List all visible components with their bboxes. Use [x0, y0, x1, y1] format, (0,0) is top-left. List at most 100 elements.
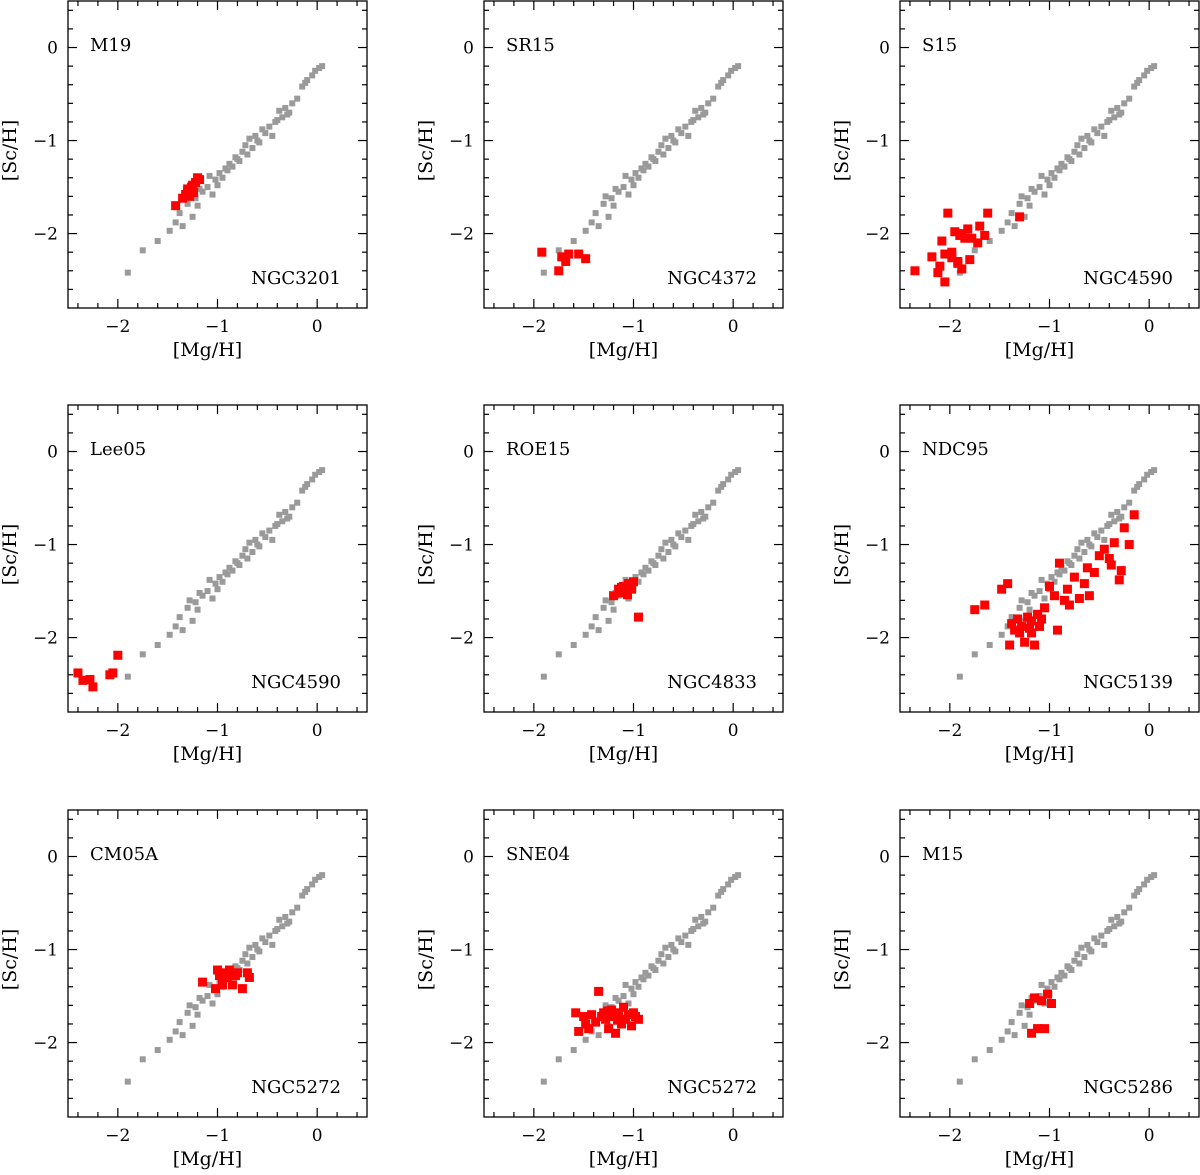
y-axis-title: [Sc/H] — [0, 929, 21, 990]
reference-point — [289, 100, 296, 107]
cluster-point — [953, 258, 963, 268]
reference-point — [259, 935, 266, 942]
cluster-point — [1084, 591, 1094, 601]
reference-point — [166, 227, 173, 234]
reference-point — [668, 132, 675, 139]
reference-point — [595, 1032, 602, 1039]
reference-point — [695, 518, 702, 525]
reference-point — [304, 481, 311, 488]
panel-m15: −2 −1 0 −2 −1 0 [Mg/H] [Sc/H] M15 NGC5286 — [831, 809, 1200, 1170]
reference-point — [234, 560, 241, 567]
reference-point — [186, 1002, 193, 1009]
reference-point — [262, 939, 269, 946]
x-axis-title: [Mg/H] — [1005, 1148, 1074, 1170]
cluster-point — [624, 1010, 634, 1020]
cluster-point — [1114, 575, 1124, 585]
reference-point — [682, 527, 689, 534]
reference-point — [728, 67, 735, 74]
reference-point — [309, 476, 316, 483]
x-axis-title: [Mg/H] — [589, 339, 658, 361]
x-tick-label: 0 — [312, 317, 323, 337]
reference-point — [1136, 77, 1143, 84]
reference-point — [1151, 467, 1158, 474]
reference-point — [212, 580, 219, 587]
reference-point — [196, 994, 203, 1001]
y-tick-label: 0 — [879, 39, 890, 59]
reference-point — [172, 219, 179, 226]
reference-point — [588, 219, 595, 226]
reference-point — [279, 923, 286, 930]
reference-point — [628, 985, 635, 992]
reference-point — [705, 909, 712, 916]
x-axis-title: [Mg/H] — [589, 743, 658, 765]
reference-point — [1136, 886, 1143, 893]
y-tick-label: 0 — [879, 848, 890, 868]
reference-point — [266, 527, 273, 534]
reference-point — [192, 1004, 199, 1011]
reference-point — [242, 142, 249, 149]
reference-point — [638, 569, 645, 576]
cluster-point — [237, 984, 247, 994]
reference-point — [1066, 560, 1073, 567]
source-label: CM05A — [90, 844, 159, 865]
x-axis-title: [Mg/H] — [1005, 743, 1074, 765]
x-tick-label: −2 — [105, 721, 130, 741]
reference-point — [1071, 552, 1078, 559]
y-tick-label: −1 — [865, 536, 890, 556]
reference-point — [1036, 184, 1043, 191]
cluster-point — [1033, 1024, 1043, 1034]
reference-point — [219, 174, 226, 181]
x-tick-label: −1 — [205, 317, 230, 337]
reference-point — [665, 548, 672, 555]
y-tick-label: −2 — [33, 225, 58, 245]
reference-point — [610, 606, 617, 613]
reference-point — [276, 916, 283, 923]
y-tick-label: 0 — [463, 443, 474, 463]
reference-point — [242, 546, 249, 553]
cluster-point — [614, 1008, 624, 1018]
reference-point — [1086, 946, 1093, 953]
reference-point — [294, 499, 301, 506]
reference-point — [1091, 935, 1098, 942]
cluster-point — [973, 238, 983, 248]
x-tick-label: 0 — [728, 1126, 739, 1146]
reference-point — [139, 1056, 146, 1063]
reference-point — [720, 77, 727, 84]
cluster-point — [564, 249, 574, 259]
reference-point — [274, 521, 281, 528]
reference-point — [582, 631, 589, 638]
reference-point — [1021, 213, 1028, 220]
cluster-point — [935, 261, 945, 271]
reference-point — [1081, 548, 1088, 555]
cluster-label: NGC4590 — [1083, 268, 1173, 289]
reference-point — [234, 156, 241, 163]
cluster-point — [1052, 625, 1062, 635]
cluster-point — [113, 650, 123, 660]
cluster-point — [574, 249, 584, 259]
reference-point — [259, 126, 266, 133]
reference-point — [612, 994, 619, 1001]
reference-point — [1101, 941, 1108, 948]
reference-point — [655, 148, 662, 155]
cluster-point — [1106, 560, 1116, 570]
cluster-point — [611, 1028, 621, 1038]
reference-point — [1151, 63, 1158, 70]
reference-point — [249, 144, 256, 151]
reference-point — [665, 953, 672, 960]
reference-point — [279, 518, 286, 525]
cluster-point — [970, 605, 980, 615]
reference-point — [638, 165, 645, 172]
panel-sr15: −2 −1 0 −2 −1 0 [Mg/H] [Sc/H] SR15 NGC4372 — [415, 0, 784, 361]
cluster-point — [1027, 628, 1037, 638]
x-tick-label: −1 — [621, 1126, 646, 1146]
reference-point — [956, 673, 963, 680]
reference-point — [249, 548, 256, 555]
reference-point — [1016, 604, 1023, 611]
x-tick-label: 0 — [312, 1126, 323, 1146]
reference-point — [194, 1011, 201, 1018]
cluster-point — [571, 1008, 581, 1018]
reference-point — [1116, 920, 1123, 927]
reference-point — [685, 941, 692, 948]
x-tick-label: 0 — [312, 721, 323, 741]
x-tick-label: 0 — [728, 721, 739, 741]
